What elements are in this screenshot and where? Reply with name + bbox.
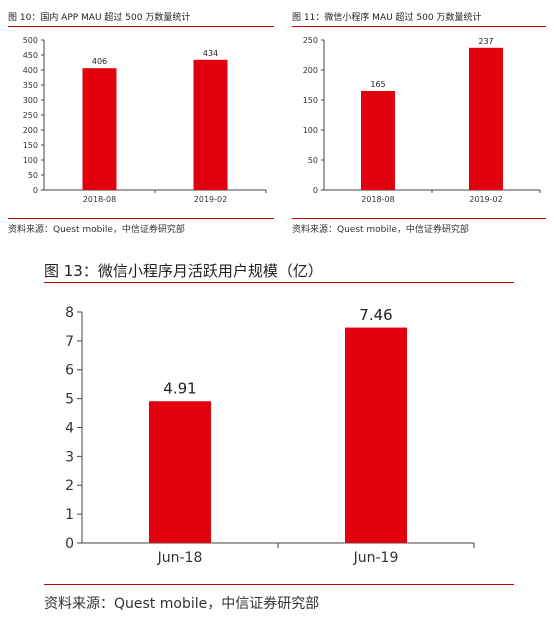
y-tick-label: 200 [23, 126, 38, 135]
y-tick-label: 0 [33, 186, 38, 195]
y-tick-label: 2 [65, 478, 74, 494]
x-tick-label: 2019-02 [194, 195, 227, 204]
title-divider [8, 26, 274, 27]
y-tick-label: 50 [28, 171, 38, 180]
x-tick-label: 2018-08 [361, 195, 394, 204]
y-tick-label: 0 [313, 186, 318, 195]
source-divider [44, 584, 514, 585]
bar-chart-app-mau: 0 50 100 150 200 250 300 350 400 450 500 406 2018-08… [23, 36, 267, 204]
chart-panel-1: 图 10：国内 APP MAU 超过 500 万数量统计 0 50 100 150 20… [8, 10, 274, 236]
data-label: 434 [203, 49, 218, 58]
y-tick-label: 3 [65, 449, 74, 465]
title-divider [44, 282, 514, 283]
source-note: 资料来源：Quest mobile，中信证券研究部 [8, 225, 185, 235]
y-tick-label: 100 [23, 156, 38, 165]
bar [361, 91, 395, 190]
data-label: 406 [92, 57, 107, 66]
y-tick-label: 250 [23, 111, 38, 120]
y-tick-label: 400 [23, 66, 38, 75]
source-note: 资料来源：Quest mobile，中信证券研究部 [292, 225, 469, 235]
y-tick-label: 7 [65, 334, 74, 350]
data-label: 237 [478, 37, 493, 46]
bar-chart-miniprogram-mau: 0 50 100 150 200 250 165 2018-08 237 2019-02 [303, 36, 541, 204]
x-tick-label: 2019-02 [469, 195, 502, 204]
source-divider [292, 218, 546, 219]
y-tick-label: 100 [303, 126, 318, 135]
y-tick-label: 450 [23, 51, 38, 60]
title-divider [292, 26, 546, 27]
x-tick-label: 2018-08 [83, 195, 116, 204]
y-tick-label: 1 [65, 507, 74, 523]
chart-panel-2: 图 11：微信小程序 MAU 超过 500 万数量统计 0 50 100 150 200… [292, 10, 546, 236]
data-label: 4.91 [163, 380, 196, 398]
bar-chart-miniprogram-users: 0 1 2 3 4 5 6 7 8 4.91 Jun-18 7.46 Jun-19 [65, 305, 475, 566]
y-tick-label: 250 [303, 36, 318, 45]
x-tick-label: Jun-19 [353, 550, 399, 566]
y-tick-label: 0 [65, 536, 74, 552]
chart-panel-3: 图 13：微信小程序月活跃用户规模（亿） 0 1 2 3 4 5 6 7 8 4.91 Jun-18… [44, 260, 514, 615]
bar [193, 59, 228, 190]
y-tick-label: 200 [303, 66, 318, 75]
y-tick-label: 5 [65, 392, 74, 408]
bar [345, 327, 407, 543]
y-tick-label: 150 [303, 96, 318, 105]
y-tick-label: 300 [23, 96, 38, 105]
y-tick-label: 4 [65, 420, 74, 436]
chart-title: 图 13：微信小程序月活跃用户规模（亿） [44, 262, 323, 280]
data-label: 165 [370, 80, 385, 89]
y-tick-label: 350 [23, 81, 38, 90]
data-label: 7.46 [359, 306, 392, 324]
y-tick-label: 150 [23, 141, 38, 150]
bar [469, 47, 503, 190]
bar [149, 401, 211, 543]
chart-title: 图 10：国内 APP MAU 超过 500 万数量统计 [8, 13, 191, 23]
source-divider [8, 218, 274, 219]
chart-title: 图 11：微信小程序 MAU 超过 500 万数量统计 [292, 13, 482, 23]
source-note: 资料来源：Quest mobile，中信证券研究部 [44, 596, 320, 612]
y-tick-label: 50 [308, 156, 318, 165]
y-tick-label: 6 [65, 363, 74, 379]
x-tick-label: Jun-18 [157, 550, 203, 566]
y-tick-label: 500 [23, 36, 38, 45]
y-tick-label: 8 [65, 305, 74, 321]
bar [82, 68, 117, 190]
